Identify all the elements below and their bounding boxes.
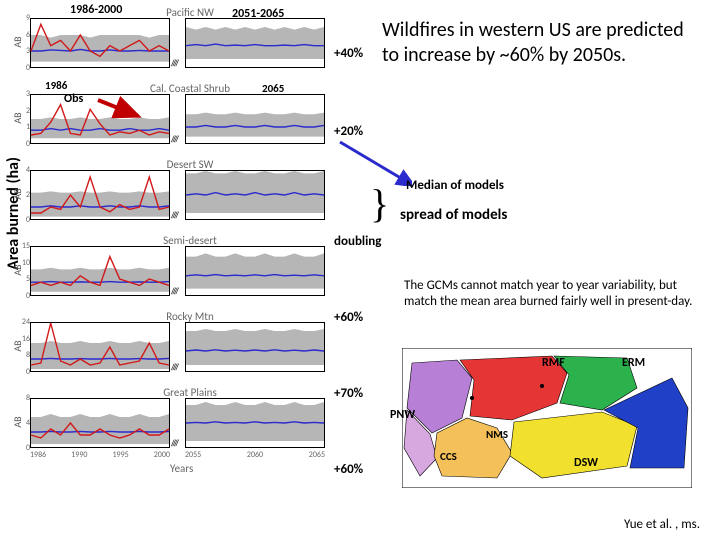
ytick: 2 <box>18 190 30 200</box>
panel-0: Pacific NWAB0369// // <box>30 8 350 76</box>
ytick: 0 <box>18 367 30 377</box>
ytick: 16 <box>18 334 30 344</box>
ytick: 0 <box>18 443 30 453</box>
citation: Yue et al. , ms. <box>624 517 700 532</box>
ytick: 0 <box>18 63 30 73</box>
left-period-label: 1986-2000 <box>68 3 124 17</box>
ytick: 2 <box>18 106 30 116</box>
left-chart <box>30 246 170 296</box>
panel-4: Rocky MtnAB081624// // <box>30 312 350 380</box>
right-chart <box>185 398 325 448</box>
map-label-dsw: DSW <box>574 456 598 470</box>
ytick: 3 <box>18 46 30 56</box>
ytick: 4 <box>18 165 30 175</box>
ytick: 10 <box>18 258 30 268</box>
axis-break-icon: // // <box>171 210 177 221</box>
right-xticks: 205520602065 <box>185 450 325 460</box>
right-chart <box>185 170 325 220</box>
map-label-ccs: CCS <box>440 450 457 463</box>
axis-break-icon: // // <box>171 286 177 297</box>
pct-label: +60% <box>334 462 363 477</box>
panel-3: Semi-desertAB051015// // <box>30 236 350 304</box>
left-xticks: 1986199019952000 <box>30 450 170 460</box>
ytick: 8 <box>18 393 30 403</box>
ytick: 0 <box>18 139 30 149</box>
right-chart <box>185 94 325 144</box>
ytick: 0 <box>18 215 30 225</box>
right-period-label: 2051-2065 <box>232 7 284 21</box>
spread-label: spread of models <box>400 206 507 224</box>
ytick: 5 <box>18 274 30 284</box>
ytick: 8 <box>18 350 30 360</box>
axis-break-icon: // // <box>171 362 177 373</box>
axis-break-icon: // // <box>171 134 177 145</box>
ytick: 1 <box>18 122 30 132</box>
left-chart <box>30 18 170 68</box>
left-chart <box>30 322 170 372</box>
panel-5: Great PlainsAB048// // <box>30 388 350 456</box>
map-label-rmf: RMF <box>542 356 565 370</box>
ytick: 6 <box>18 30 30 40</box>
right-chart <box>185 322 325 372</box>
pct-label: doubling <box>334 234 381 249</box>
left-year-label: 1986 <box>45 79 67 92</box>
right-chart <box>185 246 325 296</box>
pct-label: +40% <box>334 46 363 61</box>
left-chart <box>30 398 170 448</box>
obs-arrow-icon <box>96 92 156 122</box>
pct-label: +70% <box>334 386 363 401</box>
chart-panels: Pacific NWAB0369// //Cal. Coastal ShrubA… <box>30 8 350 464</box>
headline-text: Wildfires in western US are predicted to… <box>382 18 702 68</box>
bracket-icon: } <box>370 192 389 216</box>
right-chart <box>185 18 325 68</box>
ytick: 0 <box>18 291 30 301</box>
panel-2: Desert SWAB024// // <box>30 160 350 228</box>
right-year-label: 2065 <box>262 82 284 95</box>
pct-label: +60% <box>334 310 363 325</box>
axis-break-icon: // // <box>171 58 177 69</box>
ytick: 3 <box>18 89 30 99</box>
x-axis-label: Years <box>170 462 193 475</box>
axis-break-icon: // // <box>171 438 177 449</box>
map-label-nms: NMS <box>486 428 508 441</box>
pct-label: +20% <box>334 124 363 139</box>
gcm-note: The GCMs cannot match year to year varia… <box>404 278 704 311</box>
ytick: 9 <box>18 13 30 23</box>
ytick: 15 <box>18 241 30 251</box>
ytick: 4 <box>18 418 30 428</box>
region-map: PNW CCS NMS RMF ERM DSW <box>402 348 692 488</box>
ytick: 24 <box>18 317 30 327</box>
median-label: Median of models <box>406 178 504 193</box>
map-label-pnw: PNW <box>390 408 415 422</box>
median-arrow-icon <box>332 136 412 186</box>
left-chart <box>30 170 170 220</box>
obs-label: Obs <box>64 92 83 106</box>
map-label-erm: ERM <box>622 356 645 370</box>
